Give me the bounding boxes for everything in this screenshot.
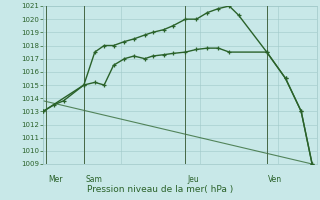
Text: Mer: Mer	[48, 175, 62, 184]
Text: Jeu: Jeu	[187, 175, 199, 184]
Text: Pression niveau de la mer( hPa ): Pression niveau de la mer( hPa )	[87, 185, 233, 194]
Text: Sam: Sam	[85, 175, 102, 184]
Text: Ven: Ven	[268, 175, 283, 184]
